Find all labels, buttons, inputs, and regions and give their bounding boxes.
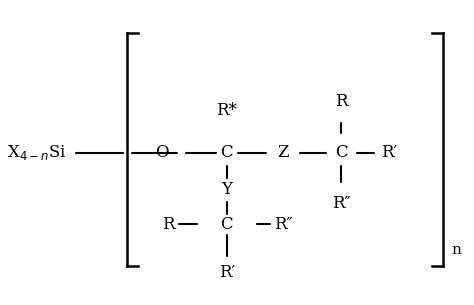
Text: O: O <box>155 144 169 161</box>
Text: C: C <box>220 216 233 233</box>
Text: R′: R′ <box>219 264 235 281</box>
Text: R: R <box>162 216 175 233</box>
Text: C: C <box>220 144 233 161</box>
Text: R*: R* <box>217 102 237 119</box>
Text: R″: R″ <box>332 195 351 212</box>
Text: X$_{4-n}$Si: X$_{4-n}$Si <box>7 143 67 162</box>
Text: R″: R″ <box>273 216 292 233</box>
Text: n: n <box>452 243 462 257</box>
Text: Y: Y <box>221 181 232 199</box>
Text: R′: R′ <box>381 144 397 161</box>
Text: C: C <box>335 144 348 161</box>
Text: Z: Z <box>277 144 289 161</box>
Text: R: R <box>335 93 348 110</box>
